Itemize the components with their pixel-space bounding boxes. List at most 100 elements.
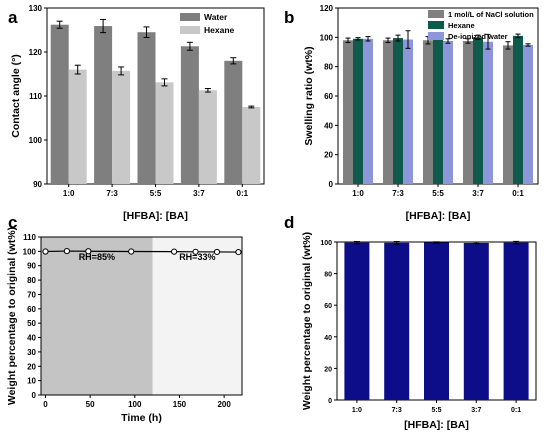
panel-b-xtick-label: 3:7: [472, 189, 484, 198]
panel-letter-a: a: [8, 8, 18, 27]
panel-a-ytick-label: 100: [29, 136, 43, 145]
panel-b-ytick-label: 80: [324, 63, 333, 72]
panel-b-bar: [343, 40, 353, 185]
panel-d-bar: [344, 242, 370, 400]
panel-d-y-axis-title: Weight percentage to original (wt%): [301, 232, 313, 410]
panel-c-ytick-label: 30: [27, 348, 36, 357]
panel-b-bar: [513, 35, 523, 184]
panel-d-xtick-label: 3:7: [471, 407, 481, 414]
panel-b-bar: [383, 40, 393, 185]
panel-c-ytick-label: 0: [32, 391, 37, 400]
panel-a-bar: [68, 69, 87, 184]
panel-a-ytick-label: 90: [33, 180, 42, 189]
panel-a-bar: [198, 90, 217, 184]
panel-d-xtick-label: 1:0: [352, 407, 362, 414]
panel-b-bar: [363, 38, 373, 184]
panel-a-xtick-label: 1:0: [63, 189, 75, 198]
panel-d-ytick-label: 0: [328, 398, 332, 405]
panel-b-bar: [403, 39, 413, 185]
panel-c-xtick-label: 200: [217, 400, 231, 409]
panel-c-series-line: [45, 250, 239, 253]
panel-a-legend-label: Hexane: [204, 25, 235, 35]
panel-letter-d: d: [284, 213, 294, 232]
panel-d-xtick-label: 5:5: [431, 407, 441, 414]
panel-b-legend-swatch: [428, 10, 444, 18]
panel-b-bar: [423, 40, 433, 185]
panel-a-bar: [224, 60, 243, 184]
panel-a-ytick-label: 110: [29, 92, 42, 101]
panel-c-ytick-label: 50: [27, 319, 36, 328]
panel-b-ytick-label: 0: [329, 180, 334, 189]
panel-b-legend-swatch: [428, 32, 444, 40]
panel-a-ytick-label: 130: [29, 4, 43, 13]
panel-c-ytick-label: 20: [27, 362, 36, 371]
panel-c-y-axis-title: Weight percentage to original (wt%): [6, 227, 18, 405]
panel-d-bar: [384, 242, 410, 400]
panel-c-frame: [40, 236, 243, 396]
panel-a-ytick-label: 120: [29, 48, 43, 57]
panel-c-data-point: [42, 248, 49, 255]
panel-a-x-axis-title: [HFBA]: [BA]: [123, 210, 188, 222]
panel-c-xtick-label: 100: [128, 400, 142, 409]
panel-c-ytick-label: 80: [27, 276, 36, 285]
panel-b-legend-label: De-ionized water: [448, 32, 508, 41]
panel-b-xtick-label: 7:3: [392, 189, 404, 198]
panel-b-ytick-label: 120: [320, 4, 334, 13]
panel-b-ytick-label: 100: [320, 33, 334, 42]
panel-d-ytick-label: 80: [324, 272, 332, 279]
panel-c-x-axis-title: Time (h): [121, 412, 162, 424]
panel-c-data-point: [128, 248, 135, 255]
panel-b-legend-label: Hexane: [448, 21, 475, 30]
panel-letter-c: c: [8, 213, 17, 232]
panel-b-ytick-label: 60: [324, 92, 333, 101]
panel-b-bar: [473, 37, 483, 185]
panel-b-bar: [443, 41, 453, 184]
panel-d-x-axis-title: [HFBA]: [BA]: [404, 419, 469, 431]
panel-d-bar: [463, 242, 489, 400]
panel-d-xtick-label: 0:1: [511, 407, 521, 414]
panel-c-data-point: [235, 248, 242, 256]
panel-a-legend-swatch: [180, 26, 200, 34]
panel-a-legend-swatch: [180, 13, 200, 21]
panel-c-ytick-label: 10: [27, 377, 36, 386]
panel-b-xtick-label: 1:0: [352, 189, 364, 198]
panel-d-ytick-label: 60: [324, 303, 332, 310]
panel-a-xtick-label: 5:5: [150, 189, 162, 198]
panel-a-bar: [112, 70, 131, 184]
panel-b-ytick-label: 20: [324, 151, 333, 160]
panel-a-bar: [180, 46, 199, 184]
panel-d-ytick-label: 100: [320, 240, 332, 247]
panel-c-ytick-label: 100: [23, 247, 37, 256]
panel-c-region: [41, 237, 153, 395]
panel-b-bar: [433, 36, 443, 184]
panel-a-y-axis-title: Contact angle (°): [10, 54, 22, 138]
panel-a-legend-label: Water: [204, 12, 228, 22]
panel-b-y-axis-title: Swelling ratio (wt%): [303, 46, 315, 145]
panel-b-bar: [353, 38, 363, 184]
panel-d-ytick-label: 20: [324, 366, 332, 373]
panel-c-region-label: RH=85%: [79, 252, 115, 262]
panel-a-bar: [155, 82, 174, 184]
panel-c-ytick-label: 110: [23, 233, 36, 242]
panel-d-xtick-label: 7:3: [392, 407, 402, 414]
panel-d-ytick-label: 40: [324, 335, 332, 342]
panel-b-xtick-label: 5:5: [432, 189, 444, 198]
panel-a-bar: [242, 107, 261, 184]
panel-c-ytick-label: 40: [27, 334, 36, 343]
panel-b-bar: [463, 41, 473, 184]
panel-b-ytick-label: 40: [324, 121, 333, 130]
panel-a-bar: [137, 32, 156, 185]
panel-c-region-label: RH=33%: [179, 252, 215, 262]
panel-c-data-point: [192, 248, 199, 255]
panel-b-bar: [503, 45, 513, 185]
panel-a-xtick-label: 3:7: [193, 189, 205, 198]
panel-b-x-axis-title: [HFBA]: [BA]: [406, 210, 471, 222]
panel-a-bar: [50, 24, 69, 184]
panel-d-bar: [503, 242, 529, 400]
panel-b-bar: [483, 41, 493, 184]
panel-c-region: [152, 237, 242, 395]
panel-c-xtick-label: 50: [86, 400, 95, 409]
panel-a-xtick-label: 7:3: [106, 189, 118, 198]
panel-letter-b: b: [284, 8, 294, 27]
